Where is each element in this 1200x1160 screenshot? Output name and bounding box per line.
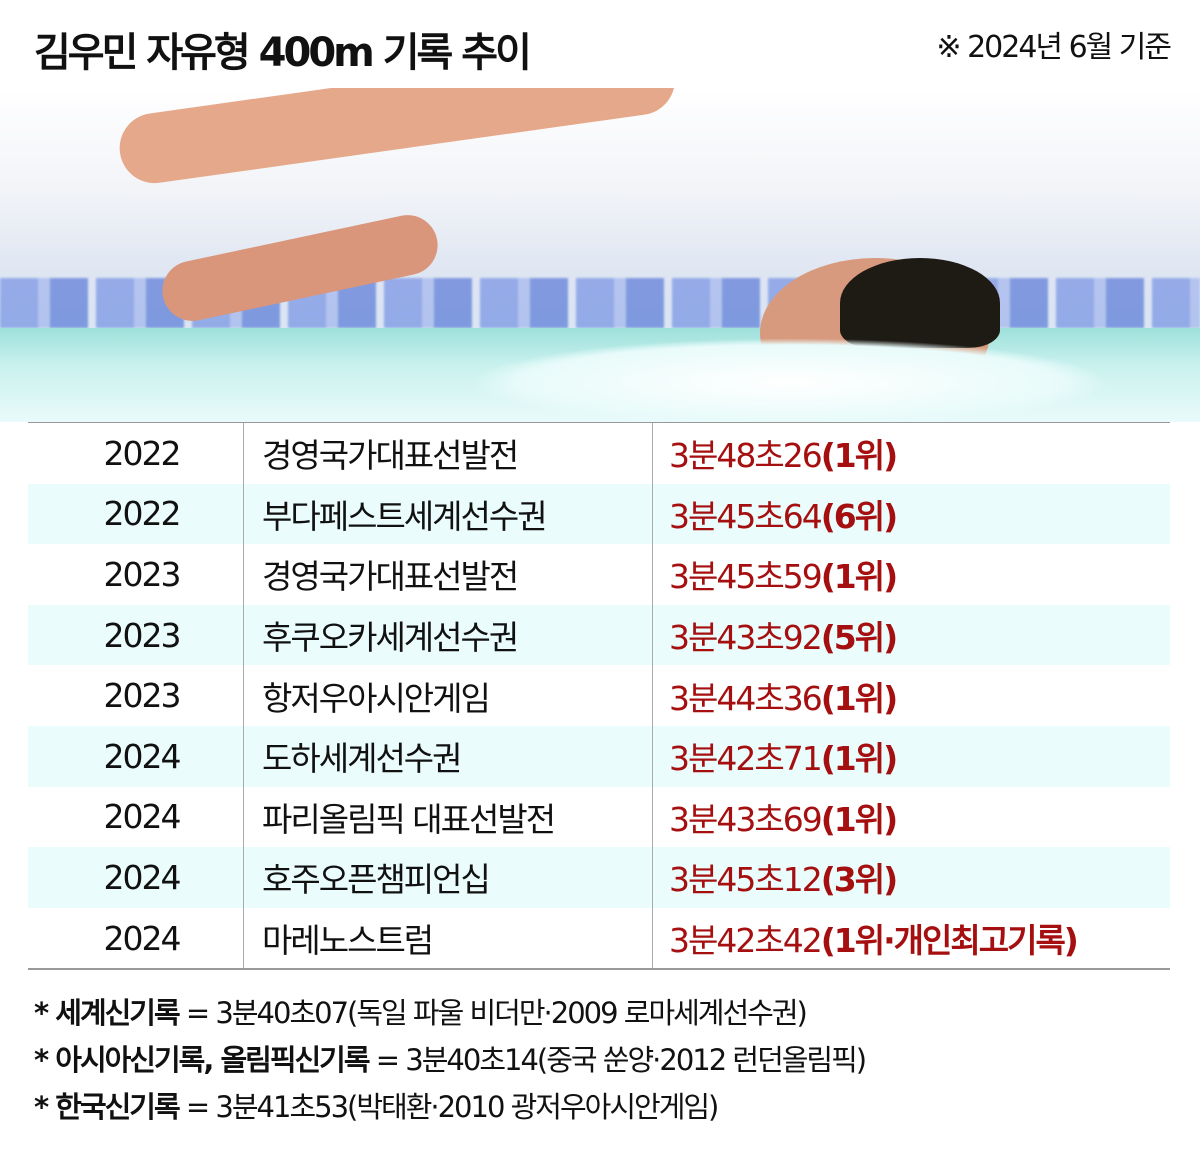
event-cell: 경영국가대표선발전 — [244, 423, 653, 484]
year-cell: 2023 — [28, 665, 244, 726]
record-time: 3분45초59 — [669, 557, 823, 597]
year-cell: 2024 — [28, 907, 244, 969]
rank: (1위) — [820, 739, 898, 779]
record-time: 3분43초69 — [669, 799, 823, 839]
table-row: 2023 항저우아시안게임 3분44초36 (1위) — [28, 665, 1170, 726]
rank: (1위) — [820, 557, 898, 597]
page-title: 김우민 자유형 400m 기록 추이 — [34, 30, 532, 76]
year-cell: 2022 — [28, 483, 244, 545]
table-row: 2024 호주오픈챔피언십 3분45초12 (3위) — [28, 847, 1170, 908]
event-cell: 호주오픈챔피언십 — [244, 847, 653, 908]
record-time: 3분42초71 — [669, 739, 823, 779]
year-cell: 2024 — [28, 847, 244, 908]
year-cell: 2023 — [28, 544, 244, 605]
time-cell: 3분42초42 (1위·개인최고기록) — [653, 908, 1079, 969]
table-row: 2024 파리올림픽 대표선발전 3분43초69 (1위) — [28, 786, 1170, 848]
table-row: 2023 경영국가대표선발전 3분45초59 (1위) — [28, 544, 1170, 605]
year-cell: 2022 — [28, 423, 244, 484]
record-time: 3분44초36 — [669, 678, 823, 718]
time-cell: 3분43초92 (5위) — [653, 605, 898, 666]
table-row: 2024 마레노스트럼 3분42초42 (1위·개인최고기록) — [28, 907, 1170, 969]
rank: (3위) — [820, 860, 898, 900]
records-table: 2022 경영국가대표선발전 3분48초26 (1위) 2022 부다페스트세계선수권 3분… — [28, 422, 1170, 971]
event-cell: 후쿠오카세계선수권 — [244, 604, 653, 666]
rank: (5위) — [820, 618, 898, 658]
table-row: 2022 부다페스트세계선수권 3분45초64 (6위) — [28, 483, 1170, 545]
rank: (6위) — [820, 496, 898, 536]
record-time: 3분48초26 — [669, 436, 823, 476]
rank: (1위) — [820, 678, 898, 718]
time-cell: 3분43초69 (1위) — [653, 787, 898, 848]
event-cell: 파리올림픽 대표선발전 — [244, 786, 653, 848]
rank: (1위) — [820, 799, 898, 839]
table-row: 2022 경영국가대표선발전 3분48초26 (1위) — [28, 423, 1170, 484]
footnotes: * 세계신기록 = 3분40초07(독일 파울 비더만·2009 로마세계선수권… — [34, 990, 867, 1131]
time-cell: 3분48초26 (1위) — [653, 423, 898, 484]
rank: (1위) — [820, 436, 898, 476]
date-basis: ※ 2024년 6월 기준 — [936, 30, 1172, 65]
note-asia-olympic-record: * 아시아신기록, 올림픽신기록 = 3분40초14(중국 쑨양·2012 런던… — [34, 1043, 867, 1077]
note-world-record: * 세계신기록 = 3분40초07(독일 파울 비더만·2009 로마세계선수권… — [34, 996, 808, 1030]
swimmer-arm — [115, 88, 680, 188]
record-time: 3분42초42 — [669, 921, 823, 961]
note-korea-record: * 한국신기록 = 3분41초53(박태환·2010 광저우아시안게임) — [34, 1090, 719, 1124]
event-cell: 마레노스트럼 — [244, 907, 653, 969]
table-row: 2024 도하세계선수권 3분42초71 (1위) — [28, 725, 1170, 787]
table-row: 2023 후쿠오카세계선수권 3분43초92 (5위) — [28, 604, 1170, 666]
year-cell: 2024 — [28, 786, 244, 848]
year-cell: 2024 — [28, 725, 244, 787]
time-cell: 3분45초64 (6위) — [653, 484, 898, 545]
time-cell: 3분44초36 (1위) — [653, 665, 898, 726]
time-cell: 3분42초71 (1위) — [653, 726, 898, 787]
event-cell: 도하세계선수권 — [244, 725, 653, 787]
swim-cap — [840, 258, 1000, 348]
event-cell: 경영국가대표선발전 — [244, 544, 653, 605]
time-cell: 3분45초12 (3위) — [653, 847, 898, 908]
swimmer-photo — [0, 88, 1200, 422]
event-cell: 항저우아시안게임 — [244, 665, 653, 726]
rank: (1위·개인최고기록) — [820, 921, 1079, 961]
record-time: 3분45초64 — [669, 496, 823, 536]
record-time: 3분45초12 — [669, 860, 823, 900]
time-cell: 3분45초59 (1위) — [653, 544, 898, 605]
year-cell: 2023 — [28, 604, 244, 666]
event-cell: 부다페스트세계선수권 — [244, 483, 653, 545]
water-splash — [470, 338, 1110, 422]
record-time: 3분43초92 — [669, 618, 823, 658]
